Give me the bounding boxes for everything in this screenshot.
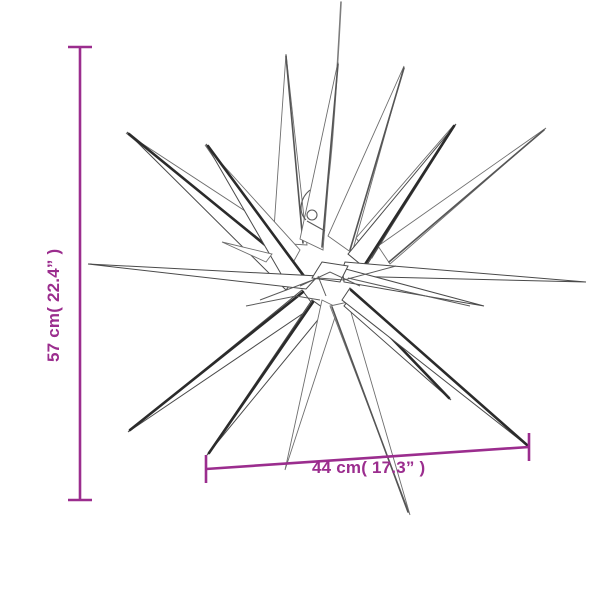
spike-bottom-left-thin	[285, 300, 338, 470]
hook-arc-icon	[300, 189, 311, 221]
height-dimension-label: 57 cm( 22.4” )	[44, 248, 63, 362]
width-dimension-label: 44 cm( 17.3” )	[312, 458, 426, 477]
hub-facet-line-3	[317, 275, 327, 297]
hub-facet-line-1	[259, 265, 397, 301]
hub-facet-line-2	[299, 271, 361, 287]
spike-top-right-shade	[349, 67, 405, 251]
hub-facet-line-4	[245, 295, 321, 307]
spike-top-center	[300, 62, 338, 250]
hub-facet-line-5	[347, 277, 471, 307]
star-hub	[245, 261, 471, 307]
spike-left-mid-short	[222, 242, 272, 262]
spike-left-horizontal	[88, 264, 318, 289]
spike-right-upper-long	[378, 128, 546, 264]
hook-stem	[306, 220, 326, 232]
spike-upper-right-bold-shade	[362, 124, 456, 268]
spike-lower-left-bold-2-shade	[207, 300, 315, 455]
spike-bottom-right-long-shade	[349, 288, 529, 447]
spike-bottom-center-shade	[331, 306, 409, 513]
spike-top-left-vertical	[273, 54, 307, 245]
spike-right-upper-long-shade	[388, 129, 545, 263]
star-spikes-front	[88, 124, 586, 515]
spike-upper-left-bold-2-shade	[206, 144, 305, 277]
hook-ring-icon	[306, 209, 318, 221]
spike-top-center-shade	[321, 63, 339, 248]
star-spikes-back	[126, 54, 546, 268]
spike-top-right	[328, 66, 404, 253]
dimension-annotations	[68, 45, 531, 502]
hanger-hook-group	[300, 189, 326, 232]
spike-top-left-vertical-shade	[285, 55, 304, 244]
spike-lower-left-bold-shade	[128, 290, 305, 432]
width-dimension-line	[205, 445, 530, 471]
